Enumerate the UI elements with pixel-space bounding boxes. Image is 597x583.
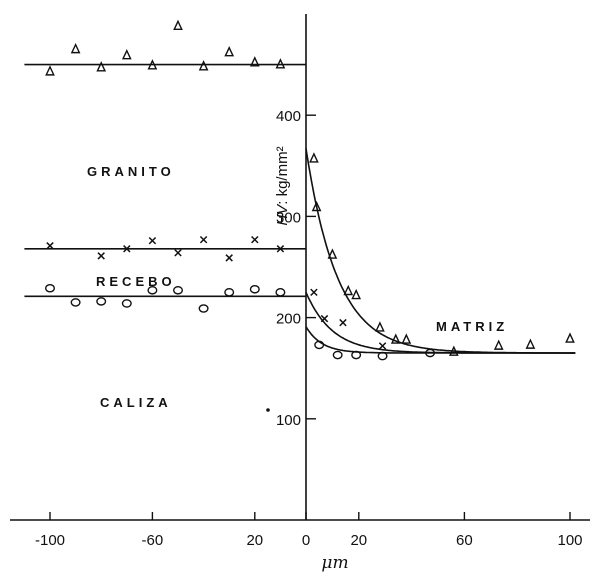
x-tick-label-left-2: 20 bbox=[246, 532, 263, 549]
marker-x-left-0 bbox=[46, 242, 54, 250]
marker-x-right-2 bbox=[339, 318, 347, 327]
marker-triangle-left-5 bbox=[173, 19, 183, 31]
x-tick-label-left-0: -100 bbox=[35, 532, 65, 549]
marker-circle-left-2 bbox=[96, 297, 107, 306]
marker-x-right-0 bbox=[310, 288, 318, 297]
marker-circle-right-1 bbox=[332, 350, 343, 360]
marker-x-left-2 bbox=[123, 245, 131, 253]
marker-triangle-right-1 bbox=[311, 200, 322, 212]
x-tick-label-left-1: -60 bbox=[142, 532, 164, 549]
marker-triangle-left-4 bbox=[147, 59, 158, 70]
marker-x-left-3 bbox=[148, 236, 157, 245]
marker-triangle-left-3 bbox=[121, 49, 132, 60]
marker-triangle-left-6 bbox=[198, 60, 209, 71]
marker-triangle-right-11 bbox=[565, 332, 575, 343]
marker-x-right-1 bbox=[320, 314, 329, 323]
data-markers bbox=[45, 19, 575, 361]
region-label-caliza: CALIZA bbox=[100, 395, 172, 410]
region-label-recebo: RECEBO bbox=[96, 274, 176, 289]
marker-triangle-right-10 bbox=[525, 338, 536, 349]
marker-triangle-right-9 bbox=[493, 339, 504, 350]
marker-circle-left-8 bbox=[249, 284, 260, 294]
marker-triangle-right-6 bbox=[390, 333, 401, 344]
fit-curves bbox=[24, 63, 576, 354]
marker-circle-left-0 bbox=[45, 283, 56, 293]
marker-circle-right-4 bbox=[425, 348, 436, 358]
y-axis-label-unit: : kg/mm² bbox=[274, 146, 291, 204]
stray-dot bbox=[266, 408, 270, 412]
x-tick-label-right-0: 20 bbox=[350, 532, 367, 549]
y-axis-label: HV: kg/mm² bbox=[274, 146, 291, 225]
marker-x-left-6 bbox=[225, 254, 233, 262]
marker-triangle-left-9 bbox=[275, 58, 286, 69]
marker-circle-right-3 bbox=[377, 351, 388, 361]
y-tick-label-2: 300 bbox=[276, 209, 301, 226]
x-tick-label-right-1: 60 bbox=[456, 532, 473, 549]
marker-circle-left-5 bbox=[172, 285, 183, 295]
fit-curve-right-circle bbox=[305, 326, 576, 354]
x-tick-label-right-2: 100 bbox=[557, 532, 582, 549]
marker-x-left-1 bbox=[97, 252, 105, 260]
region-label-matriz: MATRIZ bbox=[436, 319, 508, 334]
marker-triangle-right-3 bbox=[343, 284, 354, 296]
marker-circle-left-1 bbox=[70, 298, 81, 307]
marker-triangle-right-0 bbox=[309, 152, 319, 163]
marker-triangle-right-7 bbox=[401, 333, 412, 344]
marker-triangle-left-2 bbox=[96, 61, 107, 72]
marker-triangle-left-7 bbox=[224, 46, 235, 57]
x-tick-label-left-3: 0 bbox=[302, 532, 310, 549]
marker-triangle-right-4 bbox=[351, 288, 362, 300]
marker-x-left-5 bbox=[199, 235, 208, 244]
y-tick-label-0: 100 bbox=[276, 412, 301, 429]
marker-x-left-7 bbox=[251, 235, 259, 244]
marker-x-right-3 bbox=[378, 342, 387, 350]
marker-x-left-8 bbox=[276, 245, 285, 253]
x-axis-label: μm bbox=[321, 553, 348, 573]
marker-x-left-4 bbox=[174, 249, 182, 257]
marker-triangle-left-0 bbox=[45, 65, 55, 76]
y-tick-label-1: 200 bbox=[276, 311, 301, 328]
marker-circle-left-4 bbox=[147, 285, 158, 295]
marker-circle-left-6 bbox=[198, 304, 209, 313]
labels: GRANITO RECEBO CALIZA MATRIZ HV: kg/mm² … bbox=[87, 146, 508, 573]
marker-triangle-right-5 bbox=[375, 321, 385, 332]
y-axis-label-quantity: HV bbox=[274, 203, 291, 226]
y-tick-label-3: 400 bbox=[276, 108, 301, 125]
marker-triangle-right-8 bbox=[448, 345, 459, 356]
marker-circle-right-2 bbox=[351, 350, 362, 360]
marker-triangle-right-2 bbox=[327, 248, 338, 259]
marker-circle-right-0 bbox=[314, 340, 325, 350]
marker-triangle-left-8 bbox=[249, 56, 260, 67]
marker-circle-left-9 bbox=[275, 287, 286, 297]
marker-circle-left-7 bbox=[224, 287, 235, 297]
marker-triangle-left-1 bbox=[70, 42, 81, 54]
region-label-granito: GRANITO bbox=[87, 164, 175, 179]
axes bbox=[10, 14, 590, 521]
marker-circle-left-3 bbox=[121, 299, 132, 308]
